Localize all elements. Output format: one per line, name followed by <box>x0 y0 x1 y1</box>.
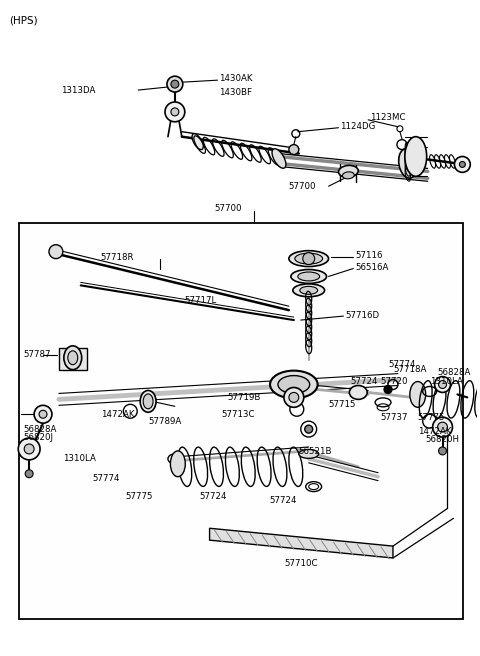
Circle shape <box>34 405 52 423</box>
Text: 57700: 57700 <box>215 203 242 213</box>
Ellipse shape <box>272 149 286 168</box>
Circle shape <box>18 438 40 460</box>
Text: 57774: 57774 <box>93 474 120 483</box>
Text: 57718R: 57718R <box>100 253 134 262</box>
Text: 57737: 57737 <box>380 413 408 422</box>
Text: 56820J: 56820J <box>23 432 53 441</box>
Circle shape <box>24 444 34 454</box>
Circle shape <box>289 392 299 402</box>
Circle shape <box>39 410 47 419</box>
Ellipse shape <box>399 149 417 178</box>
Text: 56828A: 56828A <box>23 424 57 434</box>
Circle shape <box>439 447 446 455</box>
Text: 57116: 57116 <box>355 251 383 260</box>
Circle shape <box>438 422 447 432</box>
Text: 1124DG: 1124DG <box>340 122 376 131</box>
Text: 57717L: 57717L <box>185 296 217 305</box>
Text: 1430AK: 1430AK <box>219 73 253 83</box>
Ellipse shape <box>299 449 319 459</box>
Text: 1472AK: 1472AK <box>418 426 451 436</box>
Ellipse shape <box>293 284 324 297</box>
Ellipse shape <box>410 382 426 407</box>
Circle shape <box>171 80 179 88</box>
Text: 1313DA: 1313DA <box>61 85 95 94</box>
Ellipse shape <box>291 270 326 283</box>
Text: 57789A: 57789A <box>148 417 181 426</box>
Ellipse shape <box>338 165 358 177</box>
Text: 57775: 57775 <box>125 492 153 501</box>
Circle shape <box>165 102 185 122</box>
Text: 57713C: 57713C <box>221 410 255 419</box>
Circle shape <box>439 380 446 388</box>
Ellipse shape <box>140 390 156 412</box>
Circle shape <box>459 161 465 167</box>
Text: 57720: 57720 <box>380 377 408 386</box>
Circle shape <box>167 76 183 92</box>
Circle shape <box>432 417 453 437</box>
Ellipse shape <box>143 394 153 409</box>
Text: 57724: 57724 <box>350 377 378 386</box>
Ellipse shape <box>270 371 318 398</box>
Text: 1123MC: 1123MC <box>370 113 406 122</box>
Text: 57774: 57774 <box>388 360 416 369</box>
Text: 56820H: 56820H <box>426 434 460 443</box>
Text: 56521B: 56521B <box>299 447 332 457</box>
Ellipse shape <box>342 172 354 179</box>
Text: 1310LA: 1310LA <box>63 455 96 463</box>
Text: 57724: 57724 <box>200 492 227 501</box>
Ellipse shape <box>405 136 427 176</box>
Text: 56828A: 56828A <box>438 368 471 377</box>
Text: 57716D: 57716D <box>346 310 380 319</box>
Ellipse shape <box>298 272 320 281</box>
Circle shape <box>305 425 312 433</box>
Text: 57718A: 57718A <box>393 365 426 374</box>
Text: 57724: 57724 <box>269 496 297 505</box>
Text: 57775: 57775 <box>418 413 445 422</box>
Circle shape <box>289 144 299 155</box>
Text: 1472AK: 1472AK <box>100 410 134 419</box>
Text: 1430BF: 1430BF <box>219 87 252 96</box>
Bar <box>59 348 87 369</box>
Text: 57719B: 57719B <box>228 393 261 402</box>
Bar <box>19 223 463 619</box>
Text: 1310LA: 1310LA <box>430 377 463 386</box>
Ellipse shape <box>170 451 185 477</box>
Ellipse shape <box>64 346 82 369</box>
Ellipse shape <box>289 251 328 266</box>
Circle shape <box>284 388 304 407</box>
Ellipse shape <box>295 253 323 264</box>
Circle shape <box>455 157 470 173</box>
Circle shape <box>49 245 63 258</box>
Circle shape <box>434 377 450 392</box>
Ellipse shape <box>278 376 310 394</box>
Ellipse shape <box>300 287 318 295</box>
Ellipse shape <box>192 134 204 150</box>
Ellipse shape <box>349 386 367 400</box>
Polygon shape <box>210 528 393 558</box>
Circle shape <box>25 470 33 478</box>
Text: 57710C: 57710C <box>284 560 317 569</box>
Text: 57787: 57787 <box>23 350 51 359</box>
Circle shape <box>384 386 392 394</box>
Text: 57715: 57715 <box>328 400 356 409</box>
Circle shape <box>171 108 179 116</box>
Text: 56516A: 56516A <box>355 263 389 272</box>
Text: 57700: 57700 <box>289 182 316 191</box>
Text: (HPS): (HPS) <box>9 16 38 26</box>
Circle shape <box>303 253 315 264</box>
Ellipse shape <box>68 351 78 365</box>
